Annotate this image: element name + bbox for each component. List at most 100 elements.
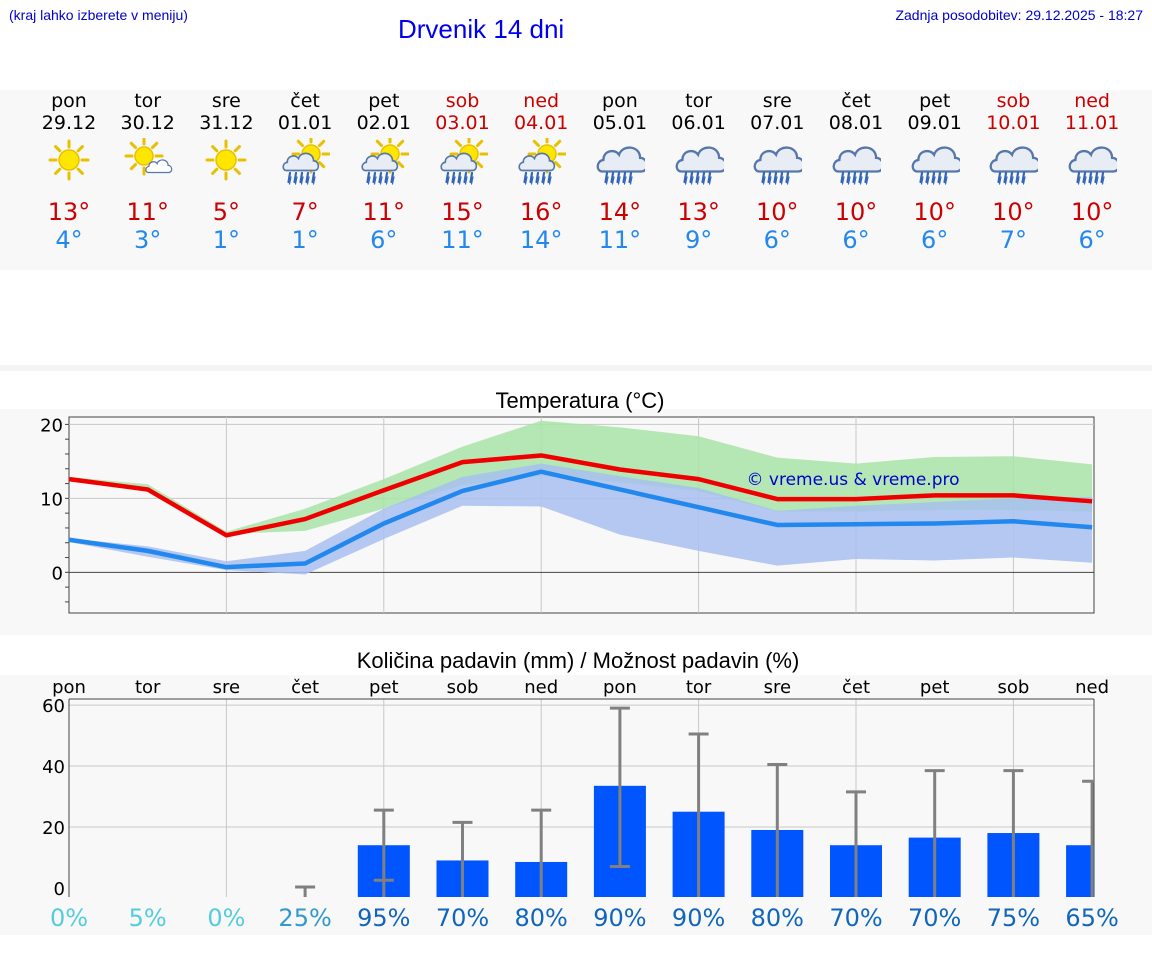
sun-cloud-rain-icon [518,138,567,185]
sun-icon [48,139,90,181]
bars-group [295,706,1094,897]
day-min-temp: 14° [519,226,563,254]
x-day-label: čet [842,677,870,698]
location-hint-link[interactable]: (kraj lahko izberete v meniju) [9,7,188,23]
day-date: 11.01 [1064,112,1120,134]
x-day-label: tor [135,677,161,698]
day-max-temp: 11° [126,198,169,226]
precip-bar [1066,845,1094,897]
day-name: sob [996,90,1031,112]
cloud-rain-icon [596,146,645,185]
forecast-strip: pon 29.12 13° 4° tor 30.12 11° 3° sre 31.12 5° 1° če… [0,90,1152,270]
precip-probability: 90% [593,904,646,932]
last-updated: Zadnja posodobitev: 29.12.2025 - 18:27 [895,7,1143,23]
day-date: 05.01 [592,112,648,134]
cloud-rain-icon [675,146,724,185]
max-temp-line [68,453,1093,538]
y-tick-label: 0 [52,563,63,584]
watermark: © vreme.us & vreme.pro [746,470,959,490]
precip-probability: 80% [515,904,568,932]
day-name: sob [445,90,480,112]
precip-probability: 90% [672,904,725,932]
cloud-rain-icon [1068,146,1118,185]
y-tick-label: 40 [42,757,65,778]
day-name: pet [919,90,951,112]
min-temp-band [69,463,1093,575]
day-name: čet [290,90,320,112]
y-tick-label: 20 [40,415,63,436]
cloud-rain-icon [989,146,1039,185]
day-min-temp: 11° [598,226,642,254]
sun-cloud-rain-icon [282,138,331,185]
x-day-label: pon [52,677,86,698]
precip-probability: 5% [129,904,167,932]
day-max-temp: 10° [834,198,878,226]
day-date: 01.01 [277,112,333,134]
day-max-temp: 7° [291,198,319,226]
divider [0,365,1152,371]
day-min-temp: 9° [684,226,713,254]
day-min-temp: 4° [55,226,83,254]
day-date: 07.01 [750,112,805,134]
day-name: pon [602,90,638,112]
day-name: pon [51,90,87,112]
cloud-rain-icon [911,146,960,185]
x-day-label: pet [920,677,950,698]
y-tick-label: 60 [42,696,65,717]
y-tick-label: 0 [54,879,65,900]
day-date: 10.01 [986,112,1041,134]
day-date: 02.01 [356,112,411,134]
day-date: 09.01 [907,112,962,134]
day-date: 08.01 [828,112,884,134]
x-day-label: ned [524,677,558,698]
day-name: sre [211,90,241,112]
day-min-temp: 1° [212,226,241,254]
page-title: Drvenik 14 dni [398,14,565,44]
day-min-temp: 6° [842,226,870,254]
temperature-chart-title: Temperatura (°C) [495,388,665,413]
day-min-temp: 11° [441,226,484,254]
precip-probability: 70% [908,904,961,932]
x-day-label: sob [447,677,479,698]
x-day-label: čet [291,677,319,698]
temperature-chart: 0 10 20 © vreme.us & vreme.pro [40,415,1095,614]
day-max-temp: 5° [212,198,241,226]
day-max-temp: 10° [913,198,956,226]
day-min-temp: 6° [763,226,791,254]
sun-small-cloud-icon [124,138,172,176]
day-min-temp: 6° [370,226,398,254]
sun-cloud-rain-icon [439,138,488,185]
precip-probability: 75% [987,904,1040,932]
precip-probability: 0% [207,904,245,932]
day-name: sre [762,90,792,112]
y-tick-label: 10 [40,489,63,510]
x-day-label: pet [369,677,399,698]
x-day-label: sre [764,677,791,698]
day-max-temp: 13° [47,198,91,226]
day-name: pet [368,90,400,112]
x-day-label: pon [603,677,637,698]
x-day-label: sob [997,677,1029,698]
day-date: 29.12 [41,112,97,134]
day-name: ned [1074,90,1110,112]
precip-probability: 25% [278,904,331,932]
day-max-temp: 16° [519,198,563,226]
day-date: 30.12 [120,112,175,134]
day-max-temp: 10° [1070,198,1114,226]
sun-icon [205,139,247,181]
cloud-rain-icon [832,146,881,185]
day-max-temp: 10° [992,198,1035,226]
sun-cloud-rain-icon [361,138,409,185]
precip-probability: 0% [50,904,88,932]
day-name: tor [685,90,713,112]
day-max-temp: 14° [598,198,642,226]
day-min-temp: 6° [921,226,949,254]
day-name: tor [134,90,162,112]
day-max-temp: 11° [362,198,406,226]
x-day-label: sre [213,677,240,698]
day-date: 03.01 [435,112,490,134]
precip-probability: 70% [829,904,882,932]
day-max-temp: 10° [756,198,799,226]
day-date: 04.01 [513,112,569,134]
